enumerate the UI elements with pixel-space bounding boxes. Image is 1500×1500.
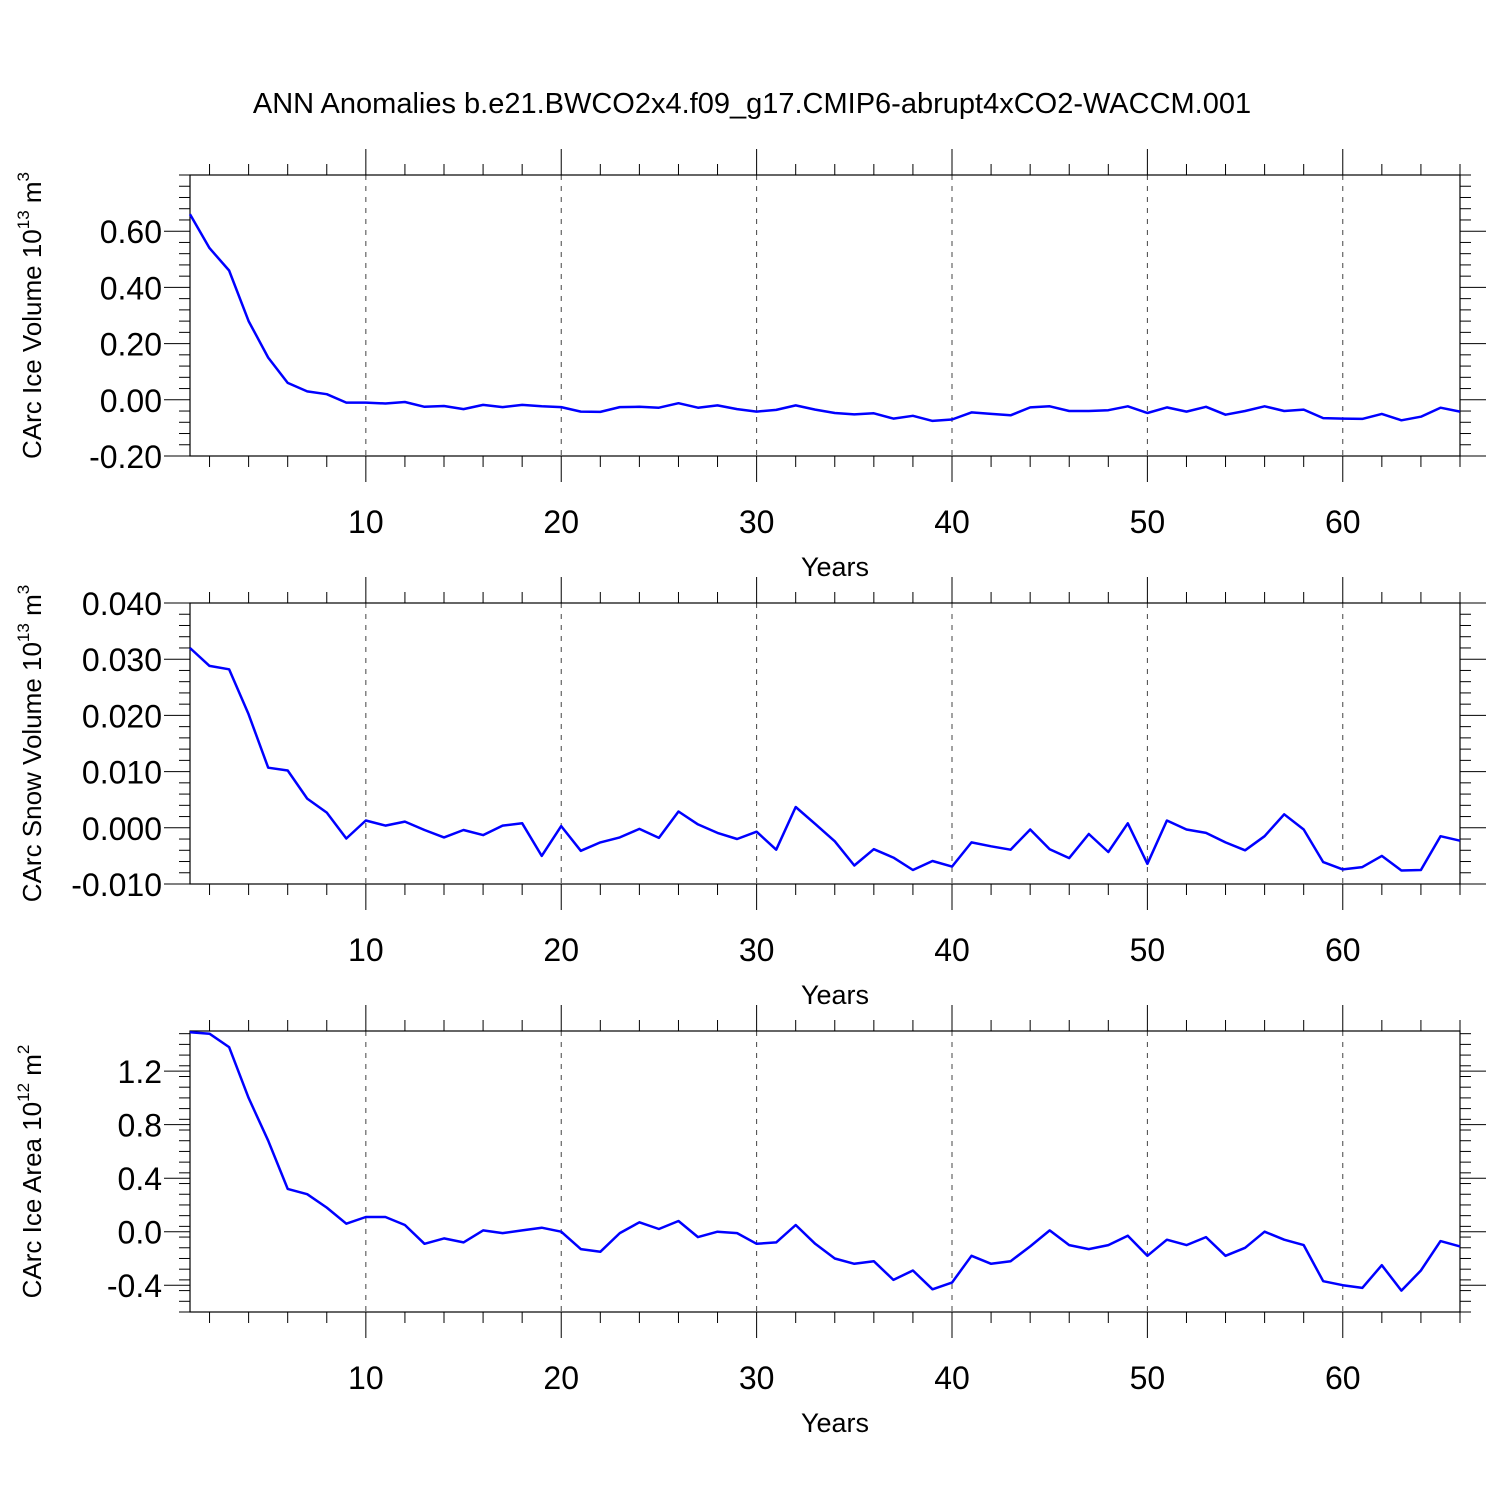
x-axis-label: Years bbox=[801, 552, 869, 582]
y-tick-label: 0.030 bbox=[82, 642, 162, 678]
x-tick-label: 20 bbox=[543, 932, 579, 968]
y-axis-label: CArc Ice Area 1012 m2 bbox=[14, 1045, 47, 1299]
x-tick-label: 50 bbox=[1130, 504, 1166, 540]
x-tick-label: 50 bbox=[1130, 1360, 1166, 1396]
x-axis-label: Years bbox=[801, 1408, 869, 1438]
x-axis-label: Years bbox=[801, 980, 869, 1010]
y-tick-label: 0.60 bbox=[100, 214, 162, 250]
chart-panel-3: 10 20 30 40 50 60 -0.4 0.0 0.4 0.8 1.2 Years CArc Ic… bbox=[14, 1005, 1486, 1438]
x-tick-label: 10 bbox=[348, 504, 384, 540]
y-tick-label: 0.020 bbox=[82, 698, 162, 734]
x-tick-label: 40 bbox=[934, 1360, 970, 1396]
y-tick-label: -0.4 bbox=[107, 1268, 162, 1304]
x-tick-label: 30 bbox=[739, 504, 775, 540]
y-tick-label: 0.40 bbox=[100, 270, 162, 306]
x-tick-label: 60 bbox=[1325, 504, 1361, 540]
series-line bbox=[189, 647, 1461, 872]
x-tick-label: 40 bbox=[934, 504, 970, 540]
figure-title: ANN Anomalies b.e21.BWCO2x4.f09_g17.CMIP… bbox=[253, 88, 1251, 120]
y-axis-label: CArc Snow Volume 1013 m3 bbox=[14, 585, 47, 902]
y-tick-label: 0.0 bbox=[118, 1215, 162, 1251]
y-axis-label: CArc Ice Volume 1013 m3 bbox=[14, 172, 47, 459]
y-tick-label: 0.20 bbox=[100, 327, 162, 363]
chart-panel-1: 10 20 30 40 50 60 -0.20 0.00 0.20 0.40 0.60 Years CA… bbox=[14, 149, 1486, 582]
plot-frame bbox=[189, 602, 1461, 885]
chart-panel-2: 10 20 30 40 50 60 -0.010 0.000 0.010 0.020 0.030 0.… bbox=[14, 577, 1486, 1010]
panels: 10 20 30 40 50 60 -0.20 0.00 0.20 0.40 0.60 Years CA… bbox=[14, 149, 1486, 1438]
plot-frame bbox=[189, 174, 1461, 457]
plot-frame bbox=[189, 1030, 1461, 1313]
x-tick-label: 40 bbox=[934, 932, 970, 968]
y-tick-label: 0.010 bbox=[82, 755, 162, 791]
y-tick-label: 0.4 bbox=[118, 1161, 162, 1197]
x-tick-label: 30 bbox=[739, 932, 775, 968]
x-tick-label: 20 bbox=[543, 504, 579, 540]
y-tick-label: -0.010 bbox=[71, 867, 162, 903]
x-tick-label: 60 bbox=[1325, 932, 1361, 968]
series-line bbox=[189, 1031, 1461, 1292]
series-line bbox=[188, 213, 1461, 423]
x-tick-label: 30 bbox=[739, 1360, 775, 1396]
x-tick-label: 10 bbox=[348, 932, 384, 968]
x-tick-label: 10 bbox=[348, 1360, 384, 1396]
y-tick-label: 1.2 bbox=[118, 1054, 162, 1090]
x-tick-label: 20 bbox=[543, 1360, 579, 1396]
y-tick-label: 0.000 bbox=[82, 811, 162, 847]
y-tick-label: 0.040 bbox=[82, 586, 162, 622]
x-tick-label: 60 bbox=[1325, 1360, 1361, 1396]
y-tick-label: -0.20 bbox=[89, 439, 162, 475]
x-tick-label: 50 bbox=[1130, 932, 1166, 968]
y-tick-label: 0.00 bbox=[100, 383, 162, 419]
y-tick-label: 0.8 bbox=[118, 1108, 162, 1144]
